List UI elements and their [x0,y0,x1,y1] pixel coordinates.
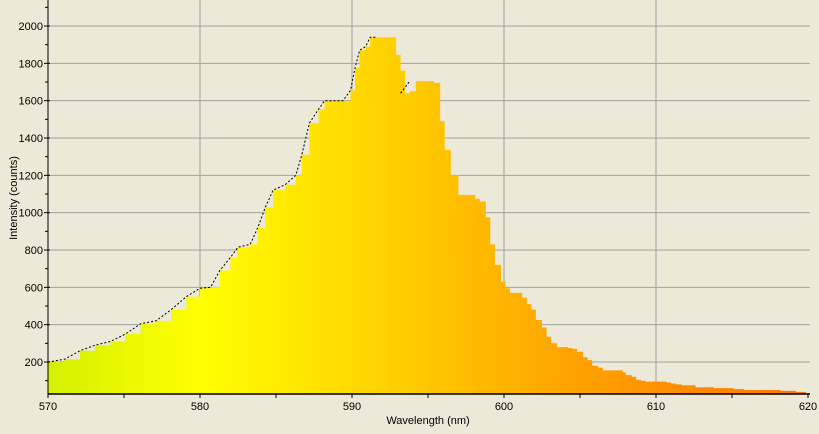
y-tick-label: 400 [25,320,43,332]
x-tick-label: 610 [647,401,665,413]
x-axis-ticks: 570 580 590 600 610 620 [39,394,817,413]
x-tick-label: 580 [191,401,209,413]
x-tick-label: 570 [39,401,57,413]
y-axis-ticks: 200 400 600 800 1000 1200 1400 1600 1800 2000 [19,6,50,382]
y-axis-title: Intensity (counts) [8,156,20,240]
y-tick-label: 800 [25,245,43,257]
y-tick-label: 1800 [19,58,43,70]
x-tick-label: 590 [343,401,361,413]
y-tick-label: 200 [25,357,43,369]
x-tick-label: 600 [495,401,513,413]
y-tick-label: 1400 [19,133,43,145]
x-tick-label: 620 [799,401,817,413]
spectrum-outline [47,36,411,363]
spectrum-area [48,37,806,394]
x-axis-title: Wavelength (nm) [386,415,469,427]
y-tick-label: 1000 [19,208,43,220]
y-tick-label: 1600 [19,96,43,108]
y-tick-label: 1200 [19,170,43,182]
y-tick-label: 2000 [19,21,43,33]
y-tick-label: 600 [25,282,43,294]
axes [47,0,810,395]
